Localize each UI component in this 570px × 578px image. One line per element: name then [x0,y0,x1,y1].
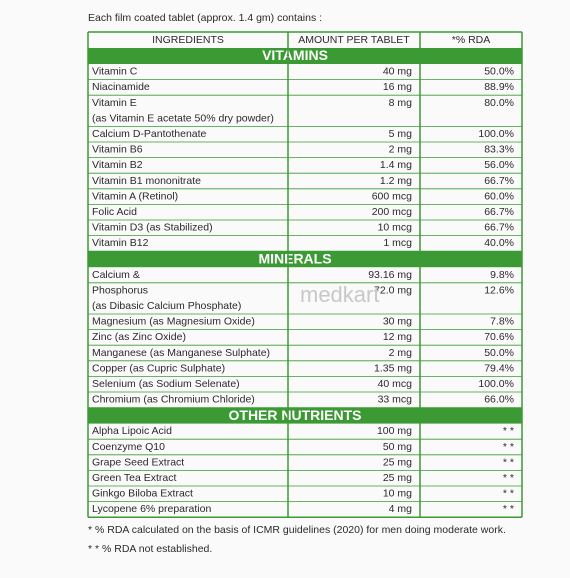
rda: * * [503,503,514,515]
amount: 600 mcg [372,190,412,202]
ingredient: (as Dibasic Calcium Phosphate) [92,300,241,312]
ingredient: Folic Acid [92,206,137,218]
rda: 88.9% [484,81,514,93]
amount: 40 mcg [378,378,413,390]
ingredient: Zinc (as Zinc Oxide) [92,331,186,343]
amount: 2 mg [389,144,413,156]
rda: 66.7% [484,206,514,218]
ingredient: Vitamin D3 (as Stabilized) [92,222,213,234]
amount: 200 mcg [372,206,412,218]
ingredient: Vitamin B2 [92,159,143,171]
amount: 16 mg [383,81,412,93]
rda: 80.0% [484,97,514,109]
amount: 4 mg [389,503,413,515]
section-bar [88,407,522,424]
amount: 72.0 mg [374,284,412,296]
rda: * * [503,441,514,453]
amount: 33 mcg [378,394,413,406]
ingredient: Ginkgo Biloba Extract [92,488,193,500]
ingredient: (as Vitamin E acetate 50% dry powder) [92,112,274,124]
column-header: AMOUNT PER TABLET [298,34,410,46]
ingredient: Magnesium (as Magnesium Oxide) [92,316,255,328]
amount: 8 mg [389,97,413,109]
ingredient: Selenium (as Sodium Selenate) [92,378,240,390]
column-header: INGREDIENTS [152,34,224,46]
amount: 5 mg [389,128,413,140]
rda: 12.6% [484,284,514,296]
rda: 83.3% [484,144,514,156]
ingredient: Lycopene 6% preparation [92,503,211,515]
rda: 79.4% [484,362,514,374]
rda: 100.0% [478,378,514,390]
ingredient: Vitamin A (Retinol) [92,190,178,202]
rda: 7.8% [490,316,514,328]
ingredient: Vitamin B1 mononitrate [92,175,201,187]
rda: 50.0% [484,347,514,359]
ingredient: Copper (as Cupric Sulphate) [92,362,225,374]
rda: 66.7% [484,222,514,234]
ingredient: Calcium D-Pantothenate [92,128,207,140]
ingredient: Vitamin C [92,66,138,78]
rda: 50.0% [484,66,514,78]
rda: 66.0% [484,394,514,406]
section-title: VITAMINS [262,47,328,63]
amount: 2 mg [389,347,413,359]
amount: 50 mg [383,441,412,453]
rda: 56.0% [484,159,514,171]
rda: 70.6% [484,331,514,343]
amount: 1.2 mg [380,175,412,187]
ingredient: Coenzyme Q10 [92,441,165,453]
column-header: *% RDA [452,34,491,46]
amount: 1.35 mg [374,362,412,374]
section-bar [88,48,522,64]
rda: 60.0% [484,190,514,202]
intro-text: Each film coated tablet (approx. 1.4 gm)… [88,12,322,24]
amount: 25 mg [383,472,412,484]
footnote: * % RDA calculated on the basis of ICMR … [88,524,506,536]
section-title: OTHER NUTRIENTS [229,407,362,423]
rda: * * [503,425,514,437]
rda: 9.8% [490,269,514,281]
rda: * * [503,472,514,484]
ingredient: Manganese (as Manganese Sulphate) [92,347,270,359]
amount: 100 mg [377,425,412,437]
watermark: medkart [300,282,379,307]
ingredient: Calcium & [92,269,140,281]
section-title: MINERALS [258,250,331,266]
ingredient: Vitamin B6 [92,144,143,156]
amount: 40 mg [383,66,412,78]
amount: 25 mg [383,456,412,468]
amount: 10 mcg [378,222,413,234]
amount: 93.16 mg [368,269,412,281]
ingredient: Chromium (as Chromium Chloride) [92,394,255,406]
ingredient: Vitamin E [92,97,137,109]
ingredient: Vitamin B12 [92,237,149,249]
rda: 40.0% [484,237,514,249]
ingredient: Niacinamide [92,81,150,93]
amount: 10 mg [383,488,412,500]
rda: 100.0% [478,128,514,140]
rda: 66.7% [484,175,514,187]
rda: * * [503,456,514,468]
ingredient: Alpha Lipoic Acid [92,425,172,437]
amount: 1.4 mg [380,159,412,171]
amount: 30 mg [383,316,412,328]
footnote: * * % RDA not established. [88,543,212,555]
ingredient: Grape Seed Extract [92,456,184,468]
ingredient: Green Tea Extract [92,472,177,484]
rda: * * [503,488,514,500]
amount: 12 mg [383,331,412,343]
section-bar [88,251,522,268]
amount: 1 mcg [383,237,412,249]
ingredient: Phosphorus [92,284,148,296]
